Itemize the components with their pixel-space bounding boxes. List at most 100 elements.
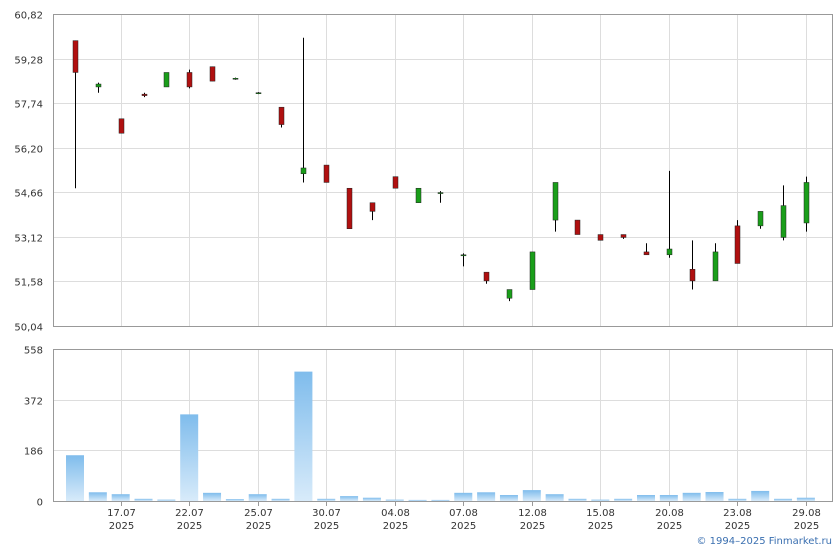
volume-bar: [499, 495, 518, 501]
x-tick-date: 22.07: [175, 508, 204, 519]
x-tick-year: 2025: [520, 521, 545, 532]
x-tick-year: 2025: [383, 521, 408, 532]
x-tick-year: 2025: [109, 521, 134, 532]
volume-bar: [225, 499, 244, 501]
volume-bar: [180, 414, 199, 501]
candle-down: [620, 234, 627, 238]
candle-up: [163, 72, 170, 88]
x-tick-date: 25.07: [244, 508, 273, 519]
candle-down: [209, 66, 216, 82]
volume-bar: [203, 492, 222, 501]
candle-up: [95, 83, 102, 88]
credit-text[interactable]: © 1994–2025 Finmarket.ru: [696, 536, 832, 547]
volume-bar: [157, 499, 176, 501]
volume-bar: [774, 498, 793, 501]
volume-tick-label: 558: [24, 346, 43, 357]
volume-bar: [591, 499, 610, 501]
volume-bar: [248, 494, 267, 501]
candle-down: [141, 93, 148, 96]
x-tick-year: 2025: [451, 521, 476, 532]
x-tick-date: 23.08: [723, 508, 752, 519]
volume-tick-label: 372: [24, 397, 43, 408]
volume-bar: [522, 490, 541, 501]
volume-bar: [385, 499, 404, 501]
candle-up: [460, 254, 467, 257]
volume-bar: [66, 455, 84, 501]
candle-down: [72, 40, 79, 73]
candle-down: [689, 269, 696, 282]
candle-up: [780, 205, 787, 238]
volume-bar: [88, 492, 107, 501]
volume-bar: [477, 492, 496, 501]
candle-up: [415, 187, 422, 203]
volume-bar: [431, 499, 450, 501]
x-tick-year: 2025: [794, 521, 819, 532]
x-tick-date: 29.08: [792, 508, 821, 519]
candle-down: [734, 225, 741, 264]
volume-bar: [637, 495, 655, 501]
volume-tick-label: 186: [24, 447, 43, 458]
candle-down: [346, 187, 353, 230]
candle-down: [483, 271, 490, 282]
candle-up: [529, 251, 536, 290]
volume-bar: [751, 490, 770, 501]
x-tick-date: 12.08: [518, 508, 547, 519]
volume-bar: [728, 498, 747, 501]
volume-bar: [340, 496, 359, 501]
volume-bar: [317, 498, 336, 501]
candle-up: [552, 182, 559, 221]
x-tick-year: 2025: [314, 521, 339, 532]
volume-panel: 558 372 186 0: [24, 346, 833, 509]
x-tick-year: 2025: [657, 521, 682, 532]
x-tick-date: 17.07: [107, 508, 136, 519]
candle-up: [300, 167, 307, 175]
volume-panel-frame: [53, 349, 833, 502]
price-panel-frame: [53, 14, 833, 327]
price-tick-label: 53,12: [14, 234, 43, 245]
candle-down: [369, 202, 376, 212]
volume-bar: [659, 495, 678, 501]
x-tick-date: 20.08: [655, 508, 684, 519]
volume-bar: [271, 498, 290, 501]
price-tick-label: 56,20: [14, 145, 43, 156]
candle-down: [118, 118, 125, 134]
x-tick-date: 15.08: [586, 508, 615, 519]
candle-down: [643, 251, 650, 256]
volume-bar: [568, 498, 587, 501]
x-tick-year: 2025: [588, 521, 613, 532]
volume-bar: [134, 498, 153, 501]
volume-bar: [362, 497, 381, 501]
volume-bar: [454, 492, 473, 501]
volume-bar: [545, 494, 564, 501]
volume-bar: [682, 492, 701, 501]
candle-down: [597, 234, 604, 241]
volume-bar: [614, 498, 633, 501]
x-tick-year: 2025: [725, 521, 750, 532]
candle-down: [186, 72, 193, 88]
price-tick-label: 50,04: [14, 323, 43, 334]
candle-up: [232, 78, 239, 80]
candle-up: [506, 289, 513, 299]
candle-up: [803, 182, 810, 224]
volume-bar: [111, 494, 130, 501]
volume-bar: [796, 497, 815, 501]
price-panel: 60,82 59,28 57,74 56,20 54,66 53,12 51,58 50,04: [14, 11, 833, 334]
x-tick-year: 2025: [177, 521, 202, 532]
volume-bar: [705, 492, 724, 501]
price-tick-label: 57,74: [14, 100, 43, 111]
candle-up: [666, 248, 673, 256]
candle-up: [757, 211, 764, 227]
volume-tick-label: 0: [37, 498, 43, 509]
x-tick-date: 04.08: [381, 508, 410, 519]
x-tick-year: 2025: [246, 521, 271, 532]
price-tick-label: 60,82: [14, 11, 43, 22]
price-tick-label: 51,58: [14, 278, 43, 289]
volume-bar: [408, 499, 427, 501]
volume-bar: [294, 371, 313, 501]
x-tick-date: 30.07: [312, 508, 341, 519]
candle-down: [574, 219, 581, 235]
candle-down: [392, 176, 399, 189]
price-tick-label: 59,28: [14, 56, 43, 67]
candle-up: [437, 192, 444, 194]
